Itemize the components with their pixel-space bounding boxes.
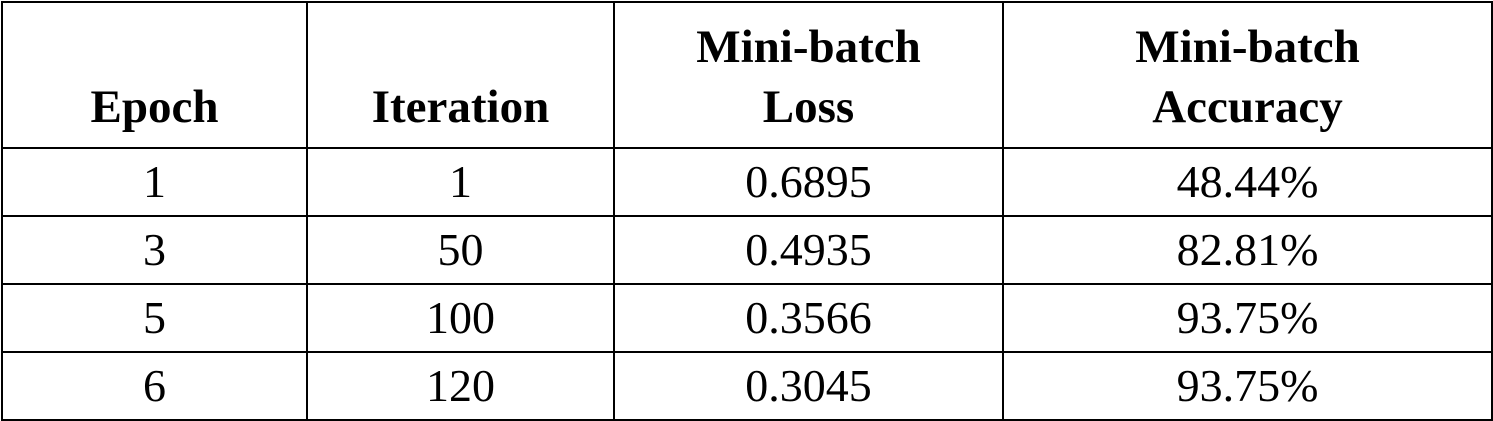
table-row: 5 100 0.3566 93.75% [1,283,1493,353]
header-loss-line-2: Loss [762,81,855,133]
cell-loss: 0.3045 [613,351,1004,421]
cell-accuracy: 93.75% [1002,351,1493,421]
cell-accuracy: 82.81% [1002,215,1493,285]
cell-loss: 0.6895 [613,147,1004,217]
cell-iteration: 100 [306,283,615,353]
cell-epoch: 6 [1,351,308,421]
cell-iteration: 1 [306,147,615,217]
cell-accuracy: 93.75% [1002,283,1493,353]
cell-loss: 0.4935 [613,215,1004,285]
cell-accuracy: 48.44% [1002,147,1493,217]
header-accuracy-line-1: Mini-batch [1135,21,1360,73]
header-accuracy-line-2: Accuracy [1152,81,1343,133]
table-row: 1 1 0.6895 48.44% [1,147,1493,217]
header-loss: Mini-batch Loss [613,1,1004,149]
header-loss-line-1: Mini-batch [696,21,921,73]
table-row: 3 50 0.4935 82.81% [1,215,1493,285]
header-iteration: Iteration [306,1,615,149]
cell-epoch: 5 [1,283,308,353]
cell-loss: 0.3566 [613,283,1004,353]
cell-iteration: 50 [306,215,615,285]
table-row: 6 120 0.3045 93.75% [1,351,1493,421]
cell-epoch: 3 [1,215,308,285]
header-iteration-label: Iteration [371,81,550,133]
header-epoch: Epoch [1,1,308,149]
cell-iteration: 120 [306,351,615,421]
header-accuracy: Mini-batch Accuracy [1002,1,1493,149]
header-row: Epoch Iteration Mini-batch Loss Mini-bat… [1,1,1493,149]
header-epoch-label: Epoch [90,81,219,133]
cell-epoch: 1 [1,147,308,217]
